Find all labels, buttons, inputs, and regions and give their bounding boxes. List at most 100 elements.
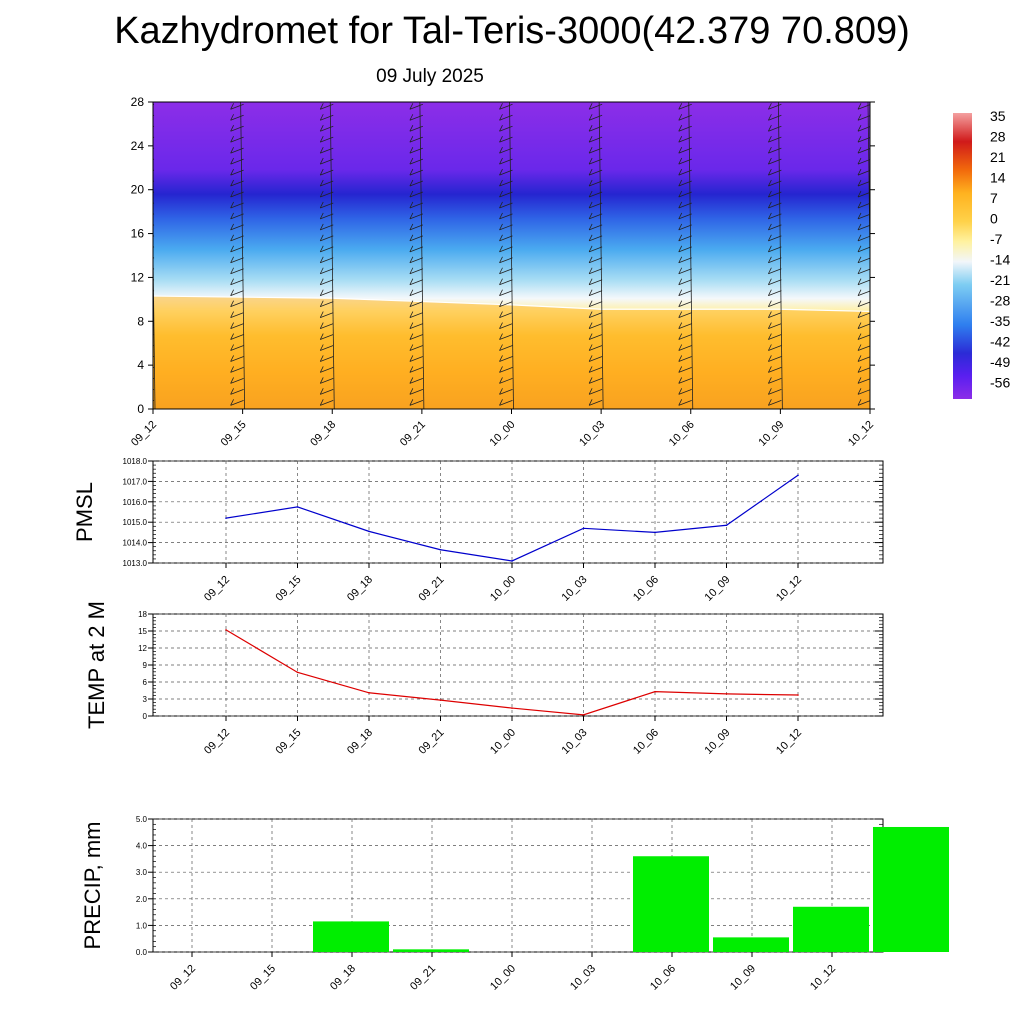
colorbar-labels: 35 28 21 14 7 0 -7 -14 -21 -28 -35 -42 -49 -56 (990, 108, 1010, 391)
wind-barb-flag (409, 300, 414, 307)
wind-barb-flag (319, 278, 324, 285)
wind-barb-flag (768, 245, 772, 253)
wind-barb (588, 378, 603, 384)
y-tick-label: 18 (138, 610, 147, 619)
wind-barb (678, 268, 692, 275)
wind-barb-flag (499, 245, 503, 253)
wind-barb (857, 301, 870, 308)
wind-barb-flag (409, 388, 414, 395)
wind-barb (230, 356, 244, 362)
wind-barb (230, 224, 244, 231)
wind-barb (499, 257, 513, 264)
y-axis-label: TEMP at 2 M (84, 601, 109, 729)
wind-barb-flag (678, 366, 683, 373)
wind-barb-flag (588, 234, 593, 242)
wind-barb-flag (499, 366, 503, 373)
wind-barb-flag (409, 278, 414, 285)
wind-barb-flag (588, 377, 593, 384)
wind-barb (320, 388, 334, 395)
wind-barb-flag (230, 289, 234, 296)
wind-barb-flag (768, 179, 772, 187)
colorbar-label: 21 (990, 149, 1006, 165)
wind-barb (409, 202, 424, 209)
chart-subtitle: 09 July 2025 (376, 66, 484, 87)
wind-barb (588, 279, 603, 286)
wind-barb-staff (419, 102, 425, 409)
wind-barb-flag (678, 103, 683, 110)
x-tick-label: 09_12 (202, 574, 232, 604)
wind-barb (499, 279, 513, 286)
wind-barb-flag (230, 136, 234, 143)
wind-barb-flag (588, 190, 593, 198)
wind-barb-staff (867, 102, 870, 287)
wind-barb-flag (857, 300, 862, 307)
wind-barb-flag (141, 290, 144, 296)
wind-barb (409, 399, 424, 406)
wind-barb-flag (319, 103, 324, 110)
wind-barb-flag (319, 311, 324, 318)
wind-barb (768, 388, 782, 395)
precip-bar (393, 949, 469, 952)
wind-barb (153, 378, 155, 380)
wind-barb-flag (768, 103, 772, 110)
wind-barb-flag (768, 168, 772, 176)
wind-barb (409, 224, 424, 231)
y-tick-label: 8 (137, 314, 144, 328)
wind-barb-flag (588, 311, 593, 318)
x-tick-label: 09_21 (417, 727, 447, 757)
wind-barb (320, 279, 334, 286)
wind-barb-flag (678, 125, 683, 132)
wind-barb-flag (409, 114, 414, 121)
wind-barb-flag (678, 234, 683, 242)
wind-barb-flag (319, 333, 324, 340)
wind-barb (320, 367, 334, 373)
wind-barb-flag (230, 322, 234, 329)
wind-barb-flag (768, 289, 772, 296)
y-tick-label: 1013.0 (123, 559, 148, 568)
wind-barb (678, 279, 692, 286)
panel-frame (152, 460, 884, 564)
wind-barb-flag (409, 136, 414, 143)
wind-barb (588, 224, 603, 231)
wind-barb (588, 356, 603, 362)
x-tick-label: 09_21 (417, 574, 447, 604)
data-point (511, 707, 513, 709)
wind-barb-flag (588, 300, 593, 307)
x-tick-label: 10_09 (703, 727, 733, 757)
wind-barb (153, 158, 155, 160)
data-point (225, 517, 227, 519)
wind-barb-flag (857, 168, 862, 176)
wind-barb (230, 399, 244, 406)
wind-barb-flag (409, 179, 414, 187)
wind-barb (678, 356, 692, 362)
wind-barb-flag (678, 388, 683, 395)
wind-barb-flag (319, 256, 324, 263)
x-tick-label: 10_09 (728, 963, 758, 993)
wind-barb-flag (499, 289, 503, 296)
wind-barb (230, 301, 244, 308)
wind-barb-flag (409, 125, 414, 132)
wind-barb (409, 388, 424, 395)
wind-barb-flag (678, 157, 683, 165)
wind-barb-flag (768, 322, 772, 329)
x-tick-label: 09_15 (274, 574, 304, 604)
x-tick-label: 10_06 (667, 419, 697, 449)
wind-barb-flag (678, 223, 683, 231)
wind-barb-staff (688, 102, 694, 409)
precip-bar (713, 937, 789, 952)
x-tick-label: 09_15 (248, 963, 278, 993)
wind-barb-flag (230, 377, 234, 384)
wind-barb (588, 301, 603, 308)
wind-barb (768, 334, 782, 340)
series-line (225, 629, 799, 716)
wind-barb (768, 279, 782, 286)
wind-barb-flag (678, 146, 683, 154)
wind-barb-flag (409, 377, 414, 384)
wind-barb-flag (857, 190, 862, 198)
precip-bar (793, 906, 869, 952)
colorbar-label: -21 (990, 272, 1010, 288)
wind-barb (678, 125, 692, 132)
wind-barb (499, 202, 513, 209)
wind-barb-flag (678, 190, 683, 198)
wind-barb-flag (857, 377, 862, 384)
